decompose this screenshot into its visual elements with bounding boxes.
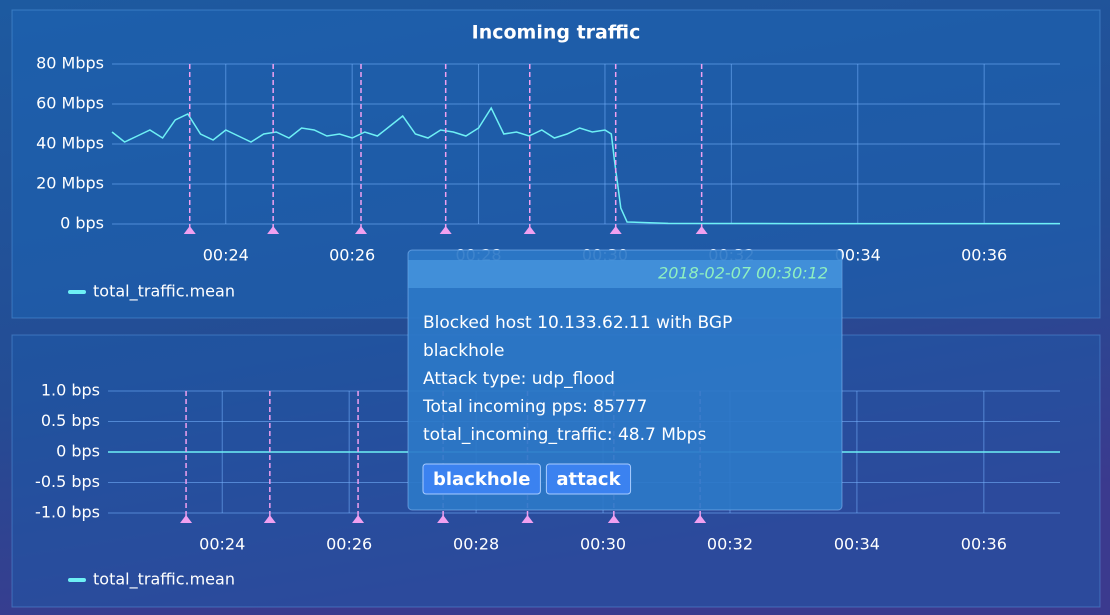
x-tick-label: 00:34: [834, 535, 880, 554]
legend-swatch: [68, 290, 86, 294]
tag: [422, 463, 541, 495]
x-tick-label: 00:28: [453, 535, 499, 554]
y-tick-label: 20 Mbps: [36, 174, 104, 193]
annotation-marker: [263, 515, 276, 523]
y-tick-label: 40 Mbps: [36, 134, 104, 153]
x-tick-label: 00:36: [961, 246, 1007, 265]
x-tick-label: 00:36: [961, 535, 1007, 554]
x-tick-label: 00:26: [329, 246, 375, 265]
x-tick-label: 00:24: [203, 246, 249, 265]
y-tick-label: -1.0 bps: [35, 503, 100, 522]
annotation-marker: [695, 226, 708, 234]
annotation-marker: [523, 226, 536, 234]
tooltip-line: total_incoming_traffic: 48.7 Mbps: [423, 425, 706, 445]
x-tick-label: 00:34: [835, 246, 881, 265]
series-line: [111, 106, 1060, 225]
tag-label: attack: [556, 469, 621, 490]
annotation-marker: [607, 515, 620, 523]
tooltip-box: [407, 249, 843, 511]
annotation-marker: [267, 226, 280, 234]
tooltip-line: blackhole: [423, 341, 504, 361]
tooltip-line: Attack type: udp_flood: [423, 369, 615, 389]
y-tick-label: 0.5 bps: [41, 411, 100, 430]
annotation-marker: [355, 226, 368, 234]
y-tick-label: 1.0 bps: [41, 381, 100, 400]
x-tick-label: 00:30: [580, 535, 626, 554]
y-tick-label: -0.5 bps: [35, 472, 100, 491]
annotation-marker: [439, 226, 452, 234]
annotation-marker: [183, 226, 196, 234]
legend-label: total_traffic.mean: [93, 570, 235, 590]
tooltip-header: [408, 260, 842, 288]
annotation-marker: [694, 515, 707, 523]
annotation-marker: [521, 515, 534, 523]
tooltip-time: 2018-02-07 00:30:12: [658, 264, 828, 283]
x-tick-label: 00:32: [707, 535, 753, 554]
annotation-marker: [609, 226, 622, 234]
tooltip: 2018-02-07 00:30:12 Blocked host 10.133.…: [407, 249, 843, 511]
annotation-marker: [352, 515, 365, 523]
legend-swatch: [68, 578, 86, 582]
y-tick-label: 60 Mbps: [36, 94, 104, 113]
annotation-marker: [180, 515, 193, 523]
tooltip-line: Total incoming pps: 85777: [422, 397, 647, 417]
tag-label: blackhole: [433, 469, 530, 490]
chart-title: Incoming traffic: [472, 22, 641, 44]
y-tick-label: 0 bps: [56, 442, 100, 461]
x-tick-label: 00:24: [199, 535, 245, 554]
x-tick-label: 00:26: [326, 535, 372, 554]
y-tick-label: 0 bps: [60, 214, 104, 233]
annotation-marker: [437, 515, 450, 523]
y-tick-label: 80 Mbps: [36, 54, 104, 73]
tooltip-line: Blocked host 10.133.62.11 with BGP: [423, 313, 732, 333]
tag: [545, 463, 632, 495]
legend-label: total_traffic.mean: [93, 282, 235, 302]
